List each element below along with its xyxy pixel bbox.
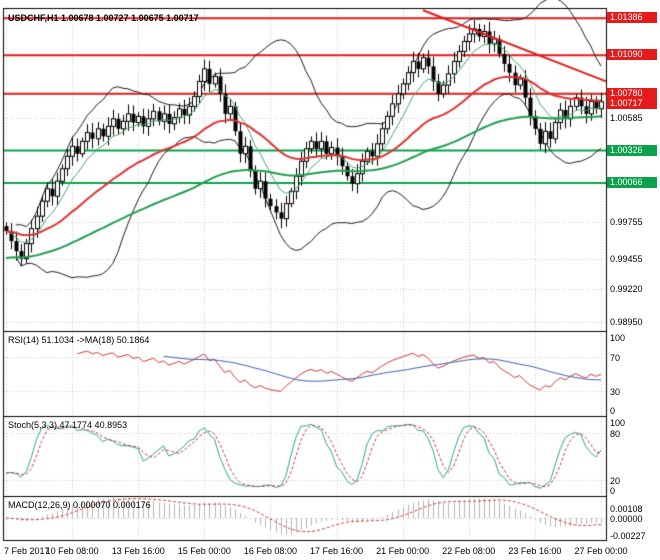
stochastic-indicator-label: Stoch(5,3,3) 47.1774 40.8953: [8, 420, 128, 430]
macd-indicator-label: MACD(12,26,9) 0.000070 0.000176: [8, 500, 151, 510]
chart-symbol-header: USDCHF,H1 1.00678 1.00727 1.00675 1.0071…: [8, 13, 199, 23]
rsi-indicator-label: RSI(14) 51.1034 ->MA(18) 50.1864: [8, 335, 150, 345]
